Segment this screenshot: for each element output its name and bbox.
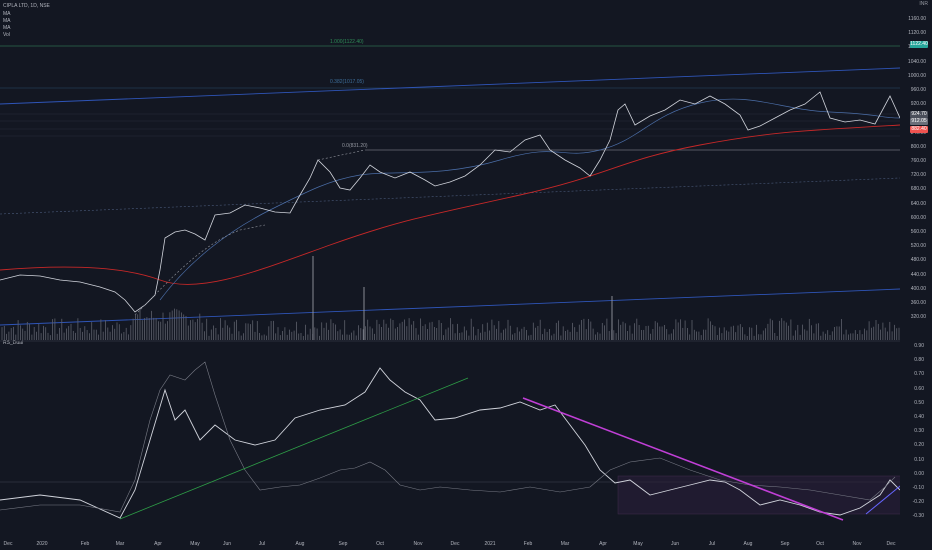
rs-axis-label: 0.50: [914, 399, 924, 406]
symbol-title[interactable]: CIPLA LTD, 1D, NSE: [3, 3, 50, 9]
price-axis-label: 960.00: [910, 87, 926, 93]
price-axis-label: 720.00: [910, 172, 926, 179]
price-axis-label: 920.00: [910, 101, 926, 108]
rs-axis-label: 0.20: [914, 442, 924, 449]
price-line: [0, 91, 900, 313]
rs-downtrend-purple: [522, 397, 844, 521]
time-axis-label: Jul: [258, 541, 266, 547]
fib-label-top: 1.000(1122.40): [330, 39, 364, 45]
time-axis-label: Dec: [3, 541, 13, 547]
time-axis-label: Oct: [816, 541, 824, 547]
currency-label: INR: [919, 1, 928, 7]
indicator-vol[interactable]: Vol: [3, 32, 10, 38]
rs-indicator-title[interactable]: RS_Dual: [3, 340, 24, 346]
time-axis-label: Sep: [338, 541, 348, 547]
rs-uptrend-blue: [865, 485, 900, 515]
rs-zone: [617, 475, 900, 515]
price-axis-label: 760.00: [910, 158, 926, 164]
price-axis-label: 1040.00: [907, 58, 926, 65]
price-axis-label: 1120.00: [908, 30, 926, 37]
channel-mid: [0, 177, 900, 215]
fib-label-mid: 0.382(1017.05): [330, 79, 364, 85]
time-axis-label: 2021: [484, 541, 496, 547]
channel-lower: [0, 288, 900, 326]
rs-line-secondary: [0, 361, 896, 513]
volume-bars: [1, 256, 900, 340]
rs-axis-label: 0.60: [914, 385, 924, 392]
price-axis-label: 1160.00: [908, 16, 926, 22]
indicator-ma-1[interactable]: MA: [3, 11, 11, 17]
time-axis-label: May: [633, 541, 643, 547]
price-tag: 912.05: [910, 118, 928, 125]
price-axis-label: 600.00: [910, 214, 926, 221]
price-axis-label: 680.00: [910, 186, 926, 193]
time-axis-label: Dec: [450, 541, 460, 547]
time-axis-label: Oct: [376, 541, 384, 547]
ma-50-line: [159, 98, 900, 301]
indicator-ma-2[interactable]: MA: [3, 18, 11, 24]
projection-dashed: [134, 224, 266, 316]
time-axis-label: Jun: [670, 541, 680, 547]
ma-200-line: [0, 124, 900, 285]
rs-axis-label: 0.80: [914, 357, 924, 364]
time-axis-label: Jun: [222, 541, 232, 547]
price-axis-label: 520.00: [910, 243, 926, 250]
channel-upper: [0, 67, 900, 105]
price-axis-label: 360.00: [910, 300, 926, 306]
rs-axis-label: 0.00: [914, 470, 924, 477]
time-axis-label: Feb: [523, 541, 533, 547]
rs-axis-label: -0.30: [912, 513, 924, 520]
time-axis-label: Mar: [115, 541, 125, 547]
rs-axis-label: -0.20: [912, 499, 924, 506]
time-axis-label: Feb: [80, 541, 90, 547]
price-axis-label: 320.00: [910, 314, 926, 321]
indicator-ma-3[interactable]: MA: [3, 25, 11, 31]
time-axis-label: 2020: [36, 541, 48, 547]
price-tag: 1122.40: [910, 41, 928, 48]
time-axis-label: Jul: [708, 541, 716, 547]
rs-uptrend-green: [119, 377, 469, 520]
time-axis-label: Nov: [413, 541, 423, 547]
price-axis-label: 800.00: [910, 143, 926, 150]
rs-axis-label: 0.30: [914, 428, 924, 435]
time-axis-label: Apr: [154, 541, 162, 547]
price-axis-label: 1000.00: [907, 72, 926, 79]
rs-axis-label: 0.40: [914, 414, 924, 420]
price-axis-label: 560.00: [910, 229, 926, 235]
price-axis-label: 640.00: [910, 200, 926, 207]
price-axis-label: 440.00: [910, 271, 926, 278]
price-chart-canvas[interactable]: [0, 0, 900, 540]
time-axis-label: Dec: [886, 541, 896, 547]
price-axis-label: 480.00: [910, 257, 926, 264]
time-axis-label: Mar: [560, 541, 570, 547]
time-axis-label: Apr: [599, 541, 607, 547]
rs-line-primary: [0, 367, 900, 519]
time-axis-label: Sep: [780, 541, 790, 547]
rs-axis-label: -0.10: [912, 485, 924, 491]
fib-anchor-dashed: [317, 149, 366, 161]
time-axis-label: Nov: [852, 541, 862, 547]
time-axis-label: Aug: [295, 541, 305, 547]
time-axis-label: Aug: [743, 541, 753, 547]
price-tag: 882.40: [910, 126, 928, 133]
time-axis-label: May: [190, 541, 200, 547]
price-axis-label: 400.00: [910, 285, 926, 292]
price-tag: 924.70: [910, 111, 928, 118]
rs-axis-label: 0.10: [914, 456, 924, 463]
rs-axis-label: 0.70: [914, 371, 924, 378]
rs-axis-label: 0.90: [914, 343, 924, 349]
fib-label-low: 0.0(831.20): [342, 143, 368, 149]
